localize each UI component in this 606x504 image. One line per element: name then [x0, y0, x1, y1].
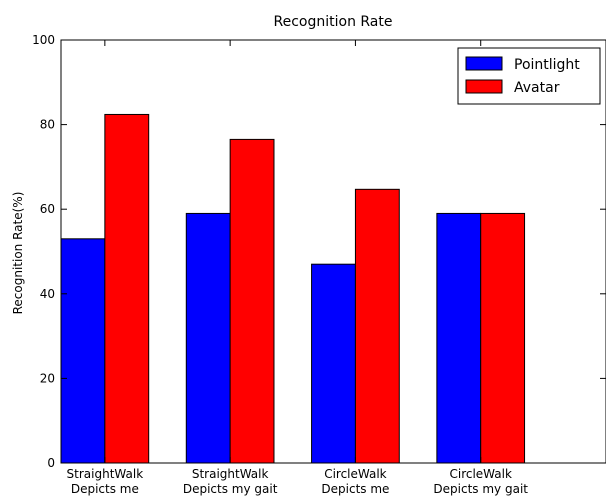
y-tick-label: 0 [47, 456, 55, 470]
legend-swatch-pointlight [465, 56, 503, 71]
legend-label-pointlight: Pointlight [514, 57, 580, 73]
legend-swatch-avatar [465, 79, 503, 94]
y-tick-label: 100 [32, 33, 55, 47]
bar-pointlight-0 [60, 238, 106, 464]
x-tick-label: CircleWalk [449, 467, 511, 481]
bar-pointlight-2 [311, 263, 356, 464]
chart-title: Recognition Rate [274, 14, 393, 30]
bar-avatar-2 [354, 188, 400, 464]
legend-label-avatar: Avatar [514, 80, 560, 96]
bar-avatar-0 [104, 113, 150, 464]
bar-pointlight-3 [436, 212, 482, 464]
bar-avatar-1 [229, 138, 275, 464]
plot-frame [60, 39, 606, 464]
x-tick-label: CircleWalk [324, 467, 386, 481]
x-tick-label: StraightWalk [192, 467, 269, 481]
y-tick-label: 20 [40, 371, 55, 385]
ticks-layer: 0 20 40 60 80 100 [32, 33, 606, 470]
x-tick-label: Depicts my gait [183, 482, 278, 496]
bar-pointlight-1 [185, 212, 231, 464]
y-axis-label: Recognition Rate(%) [11, 192, 25, 315]
bars-layer [60, 113, 526, 464]
y-tick-label: 40 [40, 287, 55, 301]
x-tick-label: Depicts me [71, 482, 139, 496]
x-tick-label: Depicts me [321, 482, 389, 496]
y-tick-label: 80 [40, 118, 55, 132]
y-tick-label: 60 [40, 202, 55, 216]
legend: Pointlight Avatar [457, 47, 601, 105]
x-tick-label: StraightWalk [67, 467, 144, 481]
bar-avatar-3 [480, 212, 526, 464]
x-tick-label: Depicts my gait [433, 482, 528, 496]
